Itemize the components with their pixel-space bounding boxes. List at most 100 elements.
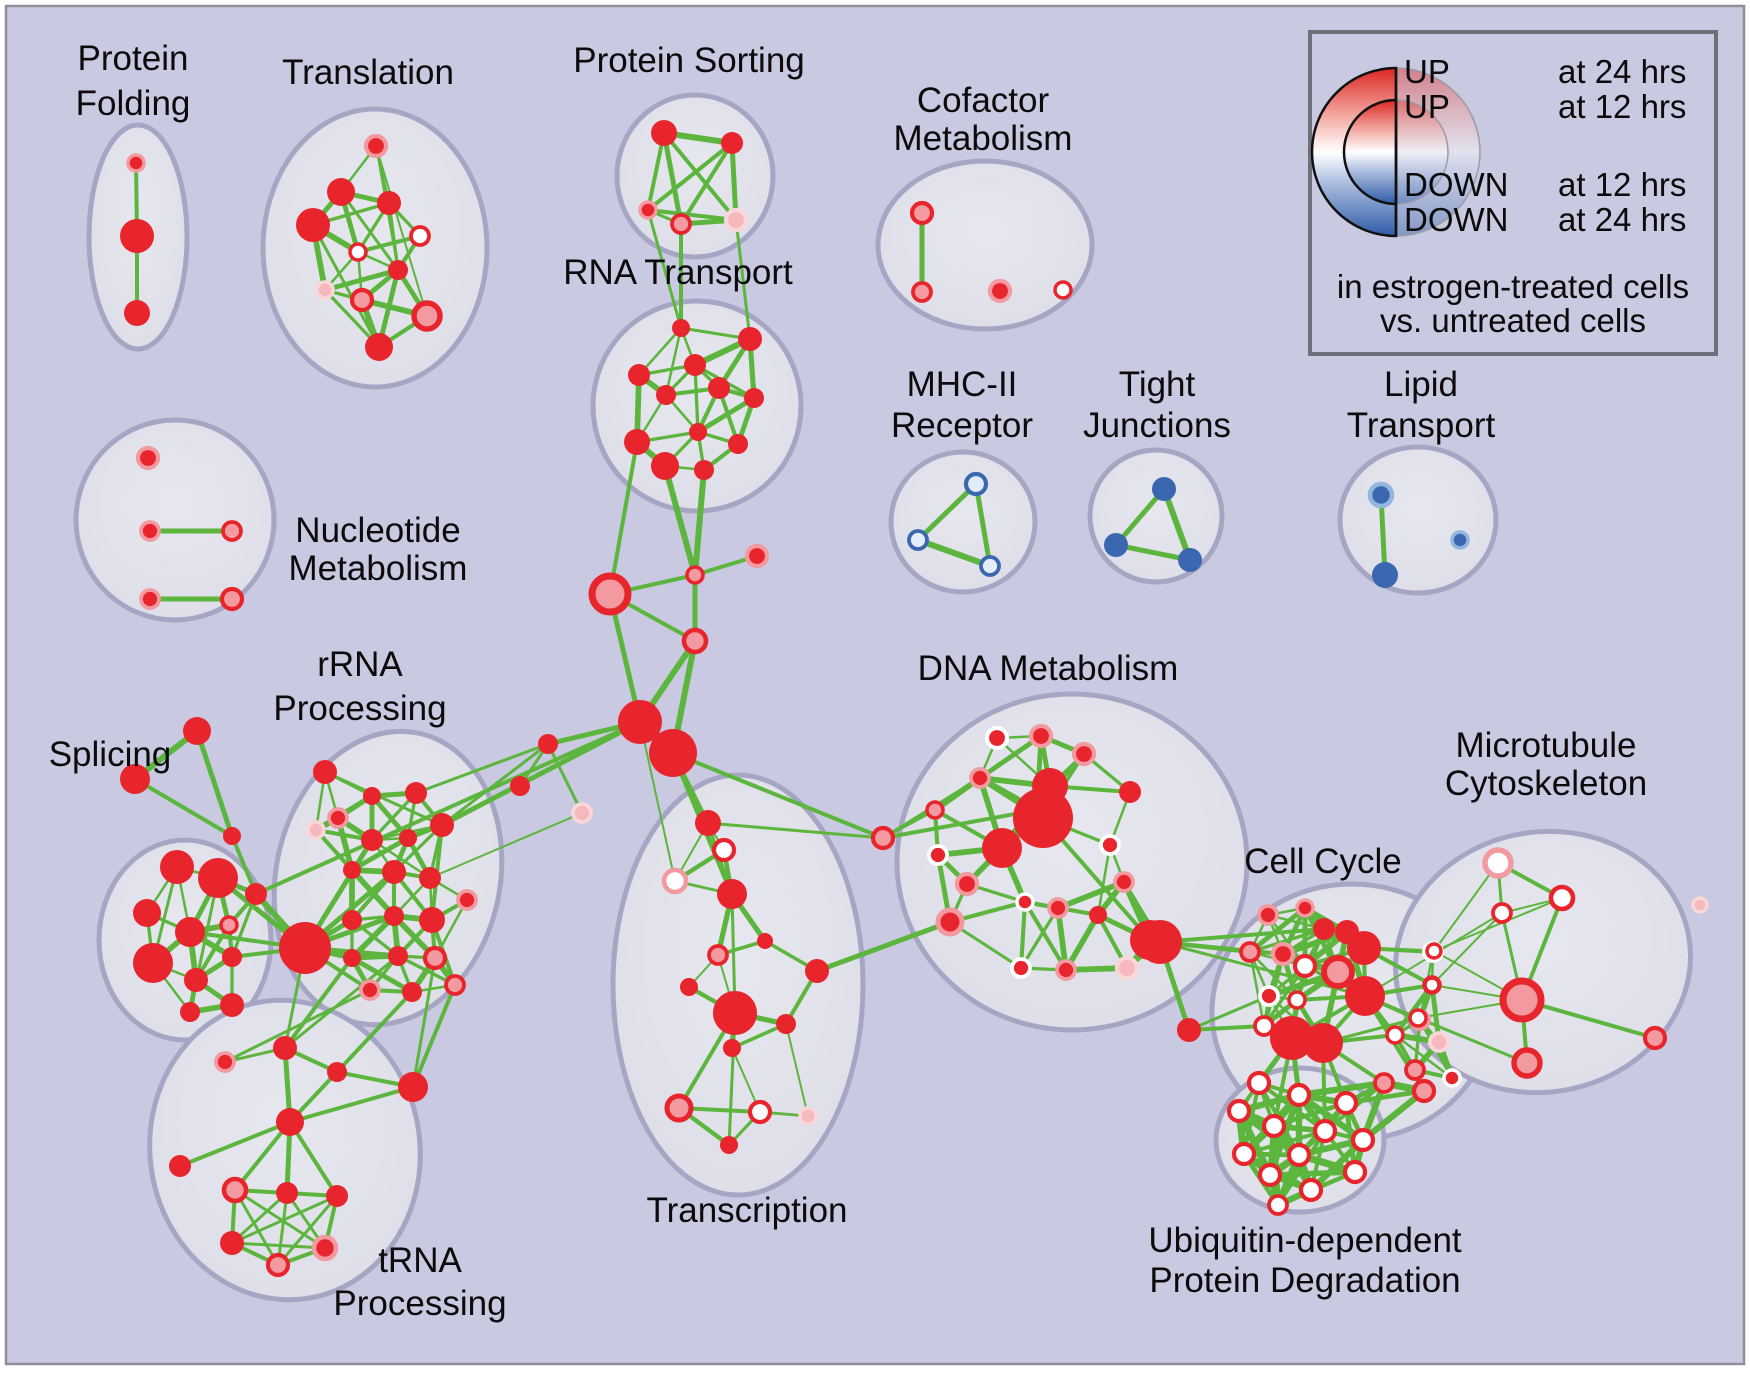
node-translation-2[interactable] (377, 191, 401, 215)
node-dna-12[interactable] (954, 871, 980, 897)
node-bridge-4[interactable] (618, 700, 662, 744)
node-ubiquitin-13[interactable] (1373, 1072, 1395, 1094)
node-bridge-5[interactable] (649, 729, 697, 777)
node-splicing-3[interactable] (175, 917, 205, 947)
node-ubiquitin-12[interactable] (1267, 1194, 1289, 1216)
node-bridge-2[interactable] (588, 572, 632, 616)
node-cell_cycle-19[interactable] (1404, 1059, 1426, 1081)
node-rna_transport-1[interactable] (738, 327, 762, 351)
node-splicing-0[interactable] (160, 850, 194, 884)
node-cell_cycle-1[interactable] (1295, 898, 1315, 918)
node-microtubule-1[interactable] (1548, 884, 1576, 912)
node-ubiquitin-4[interactable] (1261, 1113, 1287, 1139)
node-transcription-12[interactable] (747, 1099, 773, 1125)
node-cell_cycle-0[interactable] (1257, 904, 1279, 926)
node-cell_cycle-21[interactable] (1385, 1025, 1405, 1045)
node-microtubule-9[interactable] (1691, 896, 1709, 914)
node-transcription-1[interactable] (711, 837, 737, 863)
node-rrna-12[interactable] (342, 910, 362, 930)
node-rna_transport-10[interactable] (651, 452, 679, 480)
node-transcription-3[interactable] (717, 879, 747, 909)
node-transcription-7[interactable] (805, 959, 829, 983)
node-dna-17[interactable] (1010, 957, 1032, 979)
node-cell_cycle-11[interactable] (1287, 990, 1307, 1010)
node-transcription-5[interactable] (707, 944, 729, 966)
node-transcription-11[interactable] (664, 1093, 694, 1123)
node-translation-6[interactable] (388, 260, 408, 280)
node-rna_transport-6[interactable] (744, 388, 764, 408)
node-dna-15[interactable] (935, 907, 965, 937)
node-rrna-21[interactable] (444, 974, 466, 996)
node-splicing-5[interactable] (133, 943, 173, 983)
node-translation-3[interactable] (296, 208, 330, 242)
node-lipid-1[interactable] (1372, 562, 1398, 588)
node-microtubule-7[interactable] (1511, 1047, 1543, 1079)
node-rna_transport-8[interactable] (624, 429, 650, 455)
node-translation-10[interactable] (365, 333, 393, 361)
node-rrna-8[interactable] (343, 861, 361, 879)
node-nucleotide-1[interactable] (139, 520, 161, 542)
node-microtubule-0[interactable] (1482, 847, 1514, 879)
node-transcription-10[interactable] (723, 1039, 741, 1057)
node-splicing-6[interactable] (184, 968, 208, 992)
node-translation-7[interactable] (315, 280, 335, 300)
node-rrna-4[interactable] (306, 820, 326, 840)
node-dna-3[interactable] (969, 767, 991, 789)
node-lipid-2[interactable] (1450, 530, 1470, 550)
node-splicing-7[interactable] (222, 947, 242, 967)
node-transcription-0[interactable] (695, 810, 721, 836)
node-bridge-6[interactable] (538, 734, 558, 754)
node-rrna-16[interactable] (343, 949, 361, 967)
node-cell_cycle-6[interactable] (1270, 941, 1296, 967)
node-cell_cycle-10[interactable] (1258, 985, 1280, 1007)
node-bridge-12[interactable] (183, 717, 211, 745)
node-dna-9[interactable] (1032, 768, 1068, 804)
node-rrna-17[interactable] (388, 946, 408, 966)
node-bridge-11[interactable] (1177, 1018, 1201, 1042)
node-ubiquitin-10[interactable] (1342, 1159, 1368, 1185)
node-ubiquitin-7[interactable] (1231, 1141, 1257, 1167)
node-transcription-2[interactable] (661, 867, 689, 895)
node-translation-0[interactable] (363, 133, 389, 159)
node-nucleotide-0[interactable] (135, 445, 161, 471)
node-dna-14[interactable] (1015, 892, 1035, 912)
node-rrna-15[interactable] (456, 889, 478, 911)
node-cell_cycle-20[interactable] (1442, 1068, 1462, 1088)
node-splicing-2[interactable] (133, 899, 161, 927)
node-transcription-13[interactable] (798, 1106, 818, 1126)
node-trna-0[interactable] (214, 1051, 236, 1073)
node-translation-1[interactable] (327, 178, 355, 206)
node-cell_cycle-13[interactable] (1270, 1016, 1314, 1060)
node-trna-7[interactable] (276, 1182, 298, 1204)
node-translation-9[interactable] (411, 300, 443, 332)
node-ubiquitin-9[interactable] (1257, 1162, 1283, 1188)
node-trna-9[interactable] (220, 1231, 244, 1255)
node-cofactor-2[interactable] (987, 278, 1013, 304)
node-dna-1[interactable] (1028, 723, 1054, 749)
node-ubiquitin-5[interactable] (1312, 1118, 1338, 1144)
node-cell_cycle-2[interactable] (1313, 918, 1335, 940)
node-rna_transport-5[interactable] (656, 385, 676, 405)
node-trna-6[interactable] (221, 1176, 249, 1204)
node-nucleotide-4[interactable] (219, 586, 245, 612)
node-mhc-0[interactable] (963, 471, 989, 497)
node-rrna-10[interactable] (419, 867, 441, 889)
node-ubiquitin-0[interactable] (1246, 1070, 1272, 1096)
node-rrna-19[interactable] (359, 979, 381, 1001)
node-dna-10[interactable] (1099, 834, 1121, 856)
node-rna_transport-0[interactable] (672, 319, 690, 337)
node-rrna-0[interactable] (313, 760, 337, 784)
node-splicing-8[interactable] (180, 1002, 200, 1022)
node-cell_cycle-9[interactable] (1345, 976, 1385, 1016)
node-transcription-6[interactable] (680, 978, 698, 996)
node-cell_cycle-8[interactable] (1321, 955, 1355, 989)
node-trna-4[interactable] (276, 1108, 304, 1136)
node-ubiquitin-14[interactable] (1411, 1078, 1437, 1104)
node-tight-1[interactable] (1104, 533, 1128, 557)
node-dna-8[interactable] (982, 828, 1022, 868)
node-bridge-1[interactable] (744, 543, 770, 569)
node-protein_folding-2[interactable] (124, 300, 150, 326)
node-trna-10[interactable] (311, 1234, 339, 1262)
node-rrna-11[interactable] (279, 922, 331, 974)
node-nucleotide-2[interactable] (221, 520, 243, 542)
